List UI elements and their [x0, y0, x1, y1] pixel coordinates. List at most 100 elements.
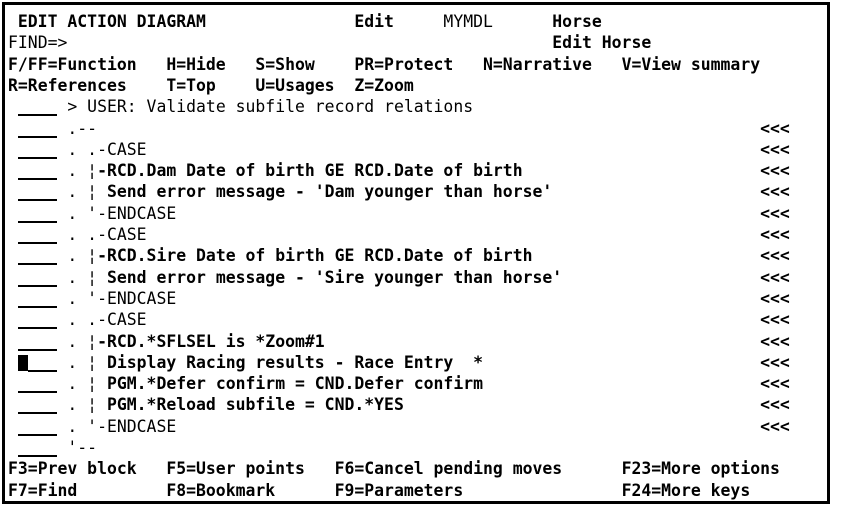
change-marker: <<< [760, 288, 790, 308]
structure-text: . ¦ [67, 331, 98, 351]
change-marker: <<< [760, 310, 790, 330]
screen-title: EDIT ACTION DIAGRAM [17, 12, 206, 31]
fkey-f7-find: F7=Find [8, 480, 78, 500]
find-input[interactable] [77, 33, 473, 51]
sequence-entry-field[interactable] [17, 289, 58, 308]
function-name: Edit Horse [552, 33, 652, 53]
structure-text: . .-CASE [67, 310, 147, 330]
sequence-entry-field[interactable] [17, 246, 58, 266]
structure-text: . ¦ [67, 246, 98, 266]
find-label: FIND=> [8, 33, 68, 53]
structure-text: . ¦ [67, 352, 98, 372]
ad-row-case-2-condition: . ¦ -RCD.Sire Date of birth GE RCD.Date o… [8, 246, 836, 267]
sequence-entry-field[interactable] [17, 332, 58, 351]
option-usages: U=Usages [255, 75, 335, 95]
ad-row-case-1-condition: . ¦ -RCD.Dam Date of birth GE RCD.Date of… [8, 161, 836, 182]
structure-text: . .-CASE [67, 225, 147, 244]
structure-text: '-- [67, 438, 98, 457]
user-point-text: > USER: Validate subfile record relation… [67, 97, 474, 117]
fkey-f3-prev-block: F3=Prev block [8, 459, 137, 479]
fkey-f24-more-keys: F24=More keys [621, 480, 751, 500]
ad-row-case-2-open: . .-CASE <<< [8, 225, 836, 246]
option-hide: H=Hide [166, 54, 226, 74]
change-marker: <<< [760, 203, 790, 223]
fkey-f6-cancel-pending-moves: F6=Cancel pending moves [334, 459, 563, 479]
sequence-entry-field[interactable] [17, 225, 58, 244]
change-marker: <<< [760, 161, 790, 181]
sequence-entry-field[interactable] [17, 119, 58, 138]
ad-row-case-3-condition: . ¦ -RCD.*SFLSEL is *Zoom#1 <<< [8, 332, 836, 353]
structure-text: . ¦ [67, 395, 98, 415]
option-top: T=Top [166, 75, 216, 95]
structure-text: . .-CASE [67, 139, 147, 159]
structure-text: . ¦ [67, 182, 98, 202]
change-marker: <<< [760, 416, 790, 436]
ad-row-case-2-end: . '-ENDCASE <<< [8, 289, 836, 310]
action-text: Send error message - 'Sire younger than … [97, 267, 563, 287]
ad-row-case-3-open: . .-CASE <<< [8, 310, 836, 331]
option-function: F/FF=Function [8, 54, 137, 74]
action-text: Send error message - 'Dam younger than h… [97, 182, 553, 202]
sequence-entry-field[interactable] [17, 417, 58, 436]
ad-row-case-2-action: . ¦ Send error message - 'Sire younger t… [8, 268, 836, 289]
change-marker: <<< [760, 352, 790, 372]
action-text: Display Racing results - Race Entry * [97, 352, 484, 372]
ad-row-user-point: > USER: Validate subfile record relation… [8, 97, 836, 118]
fkeys-row-2: F7=Find F8=Bookmark F9=Parameters F24=More … [8, 481, 836, 502]
structure-text: . '-ENDCASE [67, 416, 177, 436]
change-marker: <<< [760, 139, 790, 159]
sequence-entry-field[interactable] [17, 374, 58, 394]
option-zoom: Z=Zoom [354, 75, 414, 95]
change-marker: <<< [760, 246, 790, 266]
ad-row-block-bottom: '-- [8, 438, 836, 459]
file-name: Horse [552, 12, 602, 31]
fkey-f5-user-points: F5=User points [166, 459, 305, 479]
sequence-entry-field[interactable] [17, 182, 58, 202]
sequence-entry-field[interactable] [17, 140, 58, 159]
sequence-entry-field[interactable] [17, 161, 58, 181]
find-row: FIND=> Edit Horse [8, 33, 836, 54]
option-show: S=Show [255, 54, 315, 74]
sequence-entry-field[interactable] [17, 395, 58, 415]
fkey-f8-bookmark: F8=Bookmark [166, 480, 276, 500]
change-marker: <<< [760, 267, 790, 287]
model-name: MYMDL [443, 12, 493, 31]
action-text: PGM.*Reload subfile = CND.*YES [97, 395, 404, 415]
ad-row-case-3-action-defer: . ¦ PGM.*Defer confirm = CND.Defer confi… [8, 374, 836, 395]
sequence-entry-field[interactable] [17, 438, 58, 457]
change-marker: <<< [760, 182, 790, 202]
terminal-grid: EDIT ACTION DIAGRAM Edit MYMDL Horse FIND=> E… [8, 0, 836, 516]
action-text: PGM.*Defer confirm = CND.Defer confirm [97, 374, 484, 394]
option-protect: PR=Protect [354, 54, 454, 74]
option-keys-row-1: F/FF=Function H=Hide S=Show PR=Protect N=Nar… [8, 55, 836, 76]
option-references: R=References [8, 75, 127, 95]
change-marker: <<< [760, 118, 790, 138]
structure-text: . ¦ [67, 267, 98, 287]
ad-row-case-1-open: . .-CASE <<< [8, 140, 836, 161]
ad-row-block-top: .-- <<< [8, 119, 836, 140]
sequence-entry-field[interactable] [17, 204, 58, 223]
sequence-entry-field[interactable] [17, 310, 58, 330]
ad-row-case-1-end: . '-ENDCASE <<< [8, 204, 836, 225]
mode-indicator: Edit [354, 12, 394, 31]
condition-text: -RCD.Dam Date of birth GE RCD.Date of bi… [97, 161, 523, 181]
change-marker: <<< [760, 331, 790, 351]
option-keys-row-2: R=References T=Top U=Usages Z=Zoom [8, 76, 836, 97]
fkey-f9-parameters: F9=Parameters [334, 480, 464, 500]
option-narrative: N=Narrative [483, 54, 592, 74]
fkey-f23-more-options: F23=More options [621, 459, 780, 479]
ad-row-case-3-end: . '-ENDCASE <<< [8, 417, 836, 438]
sequence-entry-field[interactable] [27, 353, 58, 372]
structure-text: . '-ENDCASE [67, 288, 177, 308]
cursor-block[interactable] [17, 354, 28, 371]
title-row: EDIT ACTION DIAGRAM Edit MYMDL Horse [8, 12, 836, 33]
sequence-entry-field[interactable] [17, 97, 58, 117]
condition-text: -RCD.Sire Date of birth GE RCD.Date of b… [97, 246, 533, 266]
structure-text: .-- [67, 118, 98, 138]
structure-text: . ¦ [67, 161, 98, 181]
structure-text: . '-ENDCASE [67, 203, 177, 223]
ad-row-case-3-action-display: . ¦ Display Racing results - Race Entry … [8, 353, 836, 374]
fkeys-row-1: F3=Prev block F5=User points F6=Cancel pen… [8, 459, 836, 480]
sequence-entry-field[interactable] [17, 268, 58, 287]
